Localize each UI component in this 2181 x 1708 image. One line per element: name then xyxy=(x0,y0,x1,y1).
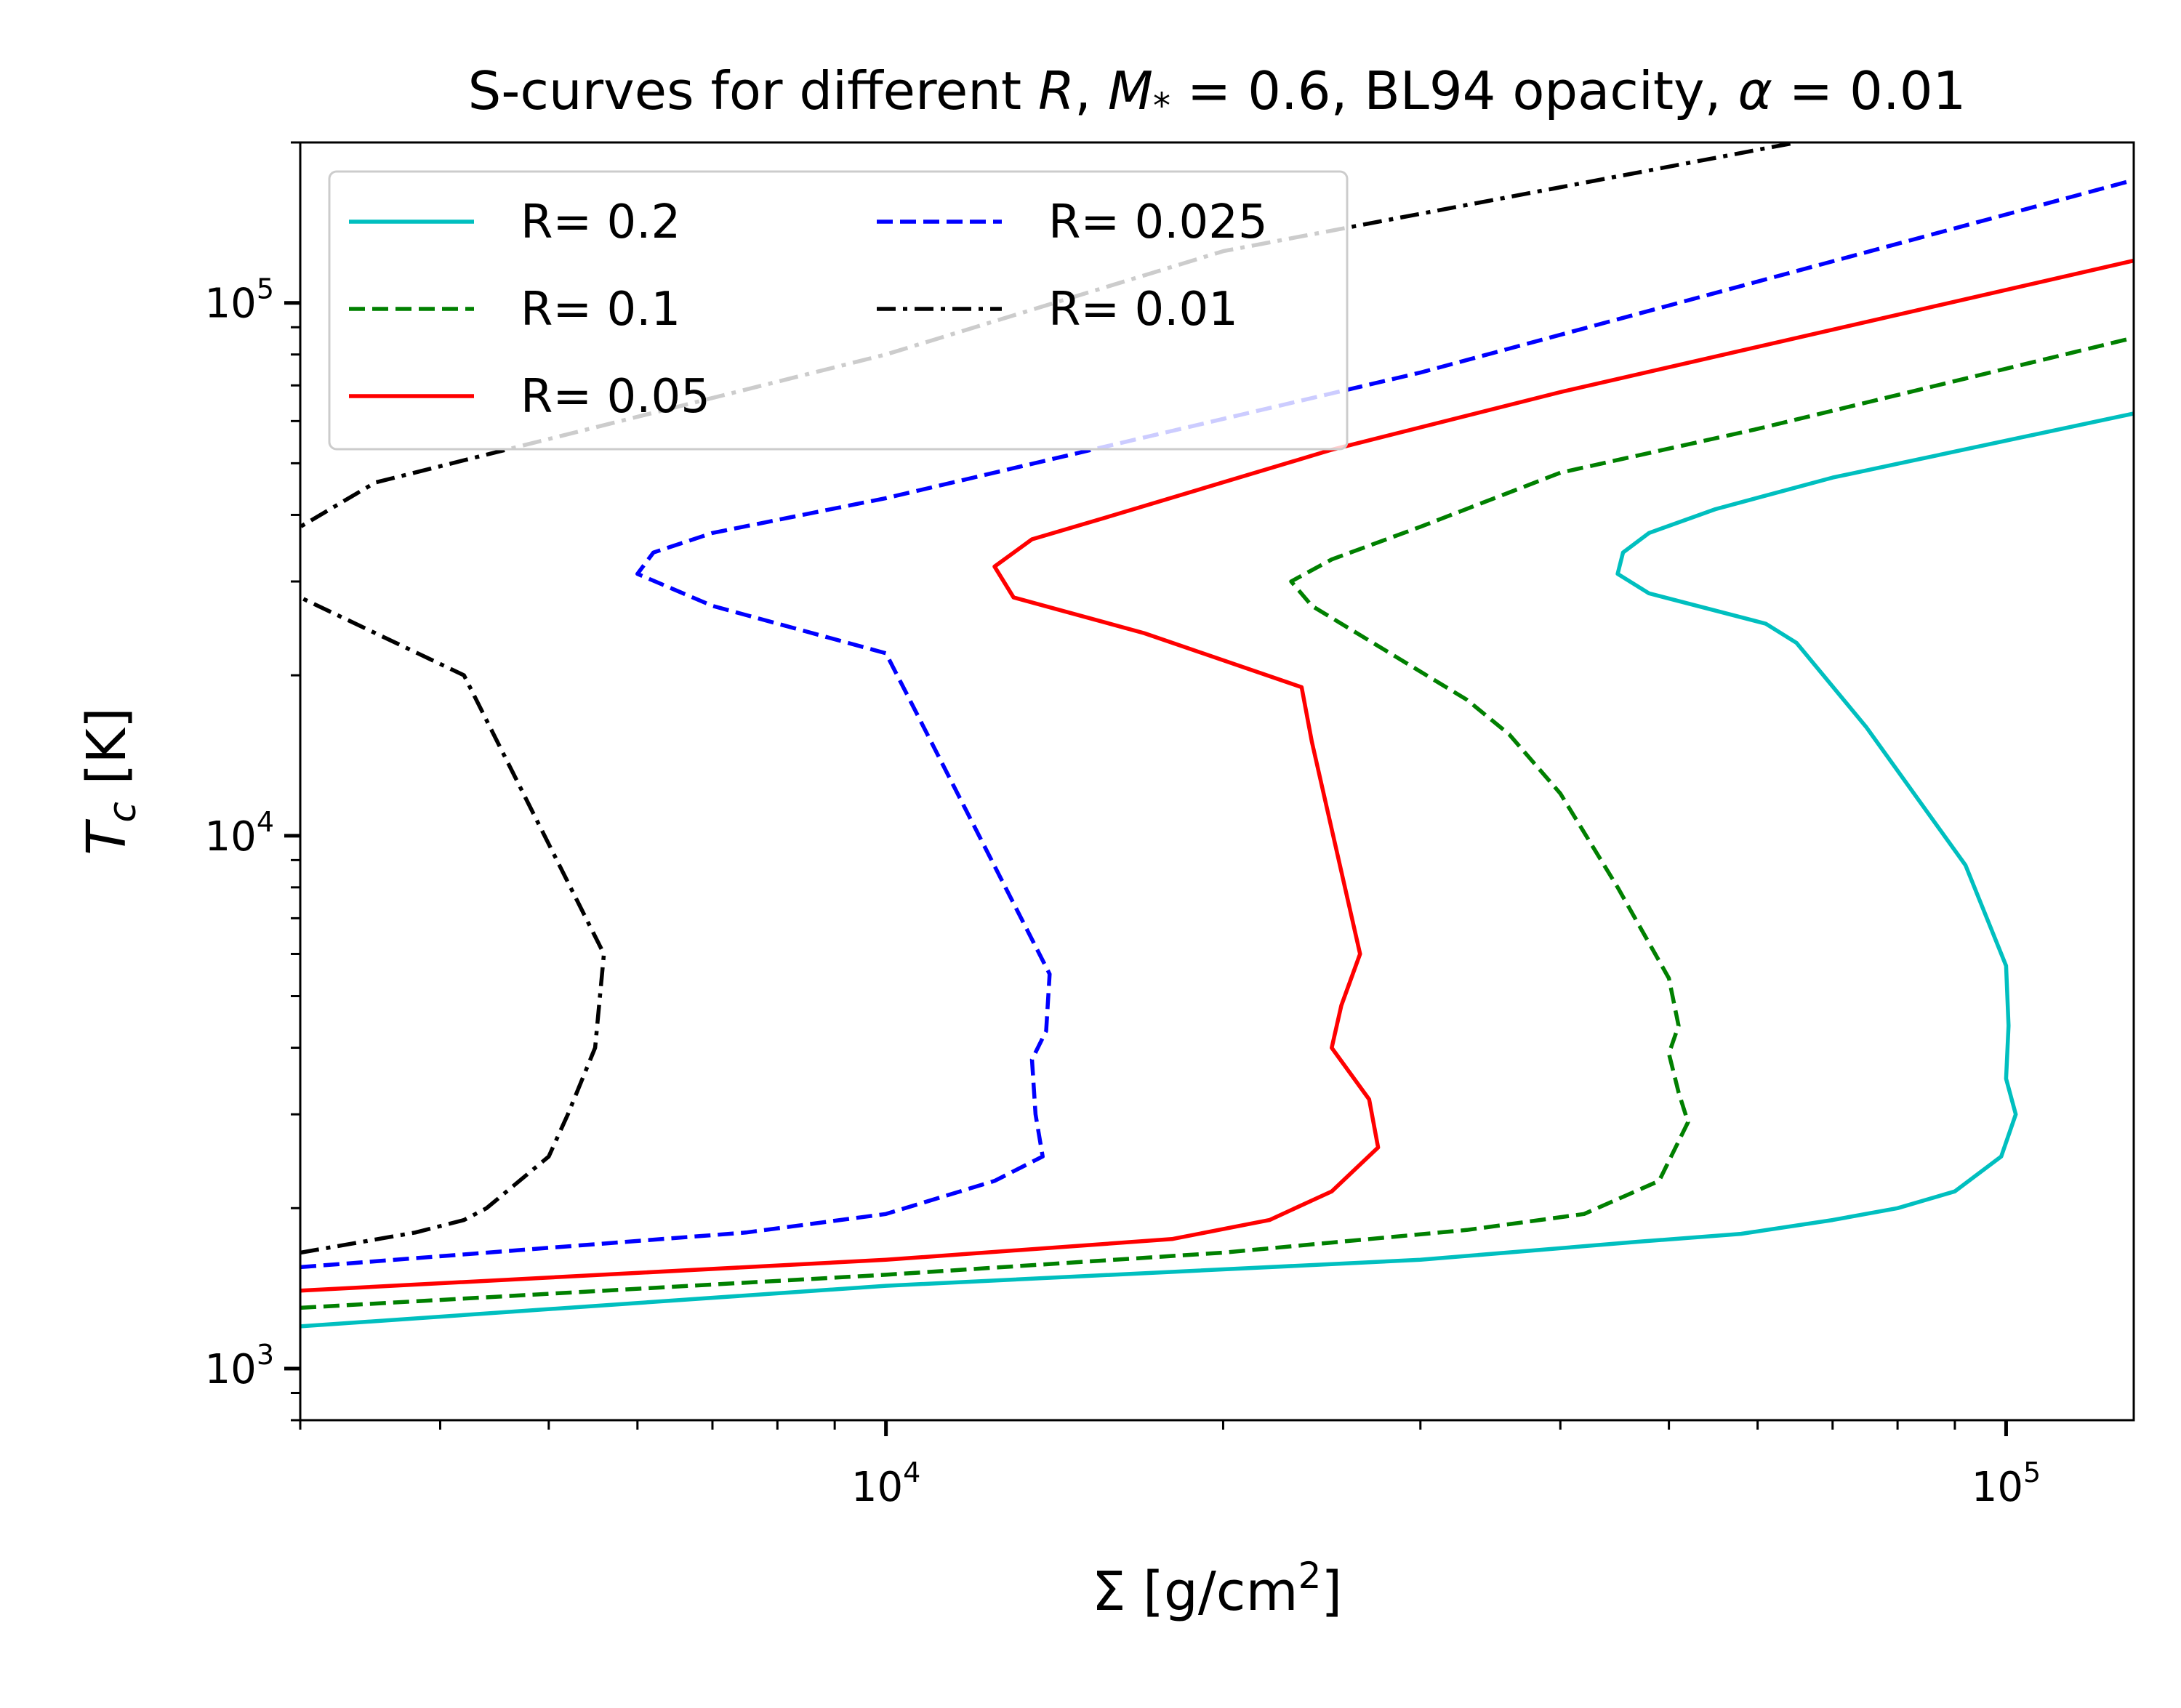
axis-tick-labels: 104 105 103 104 105 xyxy=(205,273,2041,1511)
x-axis-label: Σ [g/cm2] xyxy=(1092,1555,1343,1623)
legend-label-0: R= 0.2 xyxy=(521,196,680,249)
y-tick-label: 103 xyxy=(205,1339,274,1393)
y-axis-label: Tc [K] xyxy=(76,707,145,855)
legend-label-3: R= 0.025 xyxy=(1048,196,1268,249)
y-tick-label: 105 xyxy=(205,273,274,328)
legend: R= 0.2 R= 0.1 R= 0.05 R= 0.025 R= 0.01 xyxy=(328,170,1349,451)
series-line-2 xyxy=(300,258,2134,1293)
series-line-0 xyxy=(300,411,2134,1329)
series-lines xyxy=(300,142,2134,1329)
legend-label-4: R= 0.01 xyxy=(1048,283,1238,337)
series-line-3 xyxy=(300,178,2134,1270)
legend-box xyxy=(328,170,1349,451)
y-tick-label: 104 xyxy=(205,806,274,861)
x-tick-label: 104 xyxy=(851,1457,920,1511)
legend-label-1: R= 0.1 xyxy=(521,283,680,337)
x-tick-label: 105 xyxy=(1972,1457,2041,1511)
legend-label-2: R= 0.05 xyxy=(521,370,710,424)
plot-frame xyxy=(299,141,2135,1422)
axis-ticks xyxy=(284,141,2008,1436)
series-line-4 xyxy=(300,142,1797,1255)
series-line-1 xyxy=(300,336,2134,1310)
chart-title: S-curves for different R, M* = 0.6, BL94… xyxy=(468,60,1967,126)
